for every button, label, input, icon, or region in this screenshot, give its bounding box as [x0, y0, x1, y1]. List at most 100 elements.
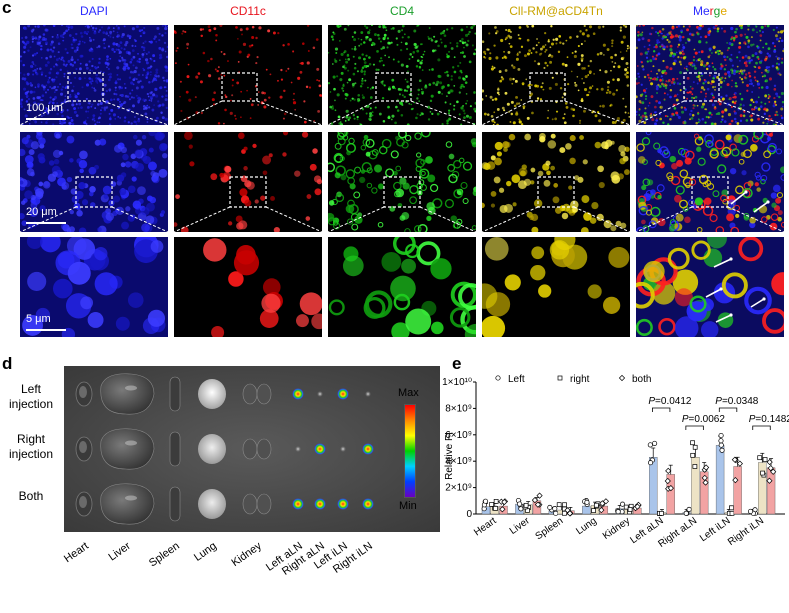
y-tick-label: 0	[466, 509, 472, 520]
row-label-left-injection-text: Left injection	[8, 382, 54, 411]
data-point-right	[690, 440, 695, 446]
data-point-right	[562, 502, 567, 508]
data-point-right	[489, 502, 495, 507]
data-point-both	[770, 468, 777, 475]
micrograph-dapi-zoom3	[20, 237, 168, 337]
colorbar-max-label: Max	[398, 387, 419, 399]
data-point-both	[501, 498, 508, 506]
data-point-both	[766, 477, 773, 484]
merge-part-4: e	[720, 4, 728, 18]
micrograph-cd11c-zoom1	[174, 25, 322, 125]
data-point-both	[732, 477, 739, 484]
bar-left-left-aln	[649, 457, 658, 515]
data-point-right	[729, 510, 735, 516]
bar-both-left-iln	[733, 466, 742, 515]
x-tick-label: Liver	[508, 515, 533, 537]
row-label-both-text: Both	[18, 489, 44, 503]
data-point-right	[623, 504, 629, 510]
data-point-both	[701, 474, 708, 482]
data-point-right	[556, 502, 562, 508]
legend-label-both: both	[632, 374, 651, 385]
legend-label-right: right	[570, 374, 590, 385]
data-point-left	[683, 510, 689, 516]
legend-label-left: Left	[508, 374, 525, 385]
colorbar-min-label: Min	[399, 500, 417, 512]
row-label-left-injection: Left injection	[0, 382, 62, 412]
scale-label-20um: 20 μm	[26, 206, 57, 218]
micrograph-cd4-zoom2	[328, 132, 476, 232]
data-point-left	[619, 501, 626, 507]
data-point-left	[652, 440, 658, 446]
data-point-both	[664, 477, 671, 485]
data-point-right	[493, 506, 498, 511]
x-tick-label: Kidney	[601, 515, 632, 542]
data-point-right	[729, 505, 734, 511]
data-point-right	[692, 464, 698, 469]
bar-left-lung	[582, 505, 591, 515]
col-title-cd4: CD4	[389, 4, 414, 18]
x-tick-label: Heart	[472, 515, 499, 538]
bar-chart: 0 2×10⁹ 4×10⁹ 6×10⁹ 8×10⁹ 1×10¹⁰ Relative FI He…	[440, 368, 789, 580]
data-point-right	[760, 470, 765, 476]
data-point-both	[736, 460, 743, 467]
micrograph-merge-zoom3	[636, 237, 784, 337]
data-point-both	[598, 506, 605, 514]
bar-left-left-iln	[715, 445, 725, 515]
data-point-both	[702, 479, 709, 486]
data-point-left	[547, 504, 553, 510]
data-point-right	[627, 507, 633, 512]
data-point-both	[767, 465, 774, 472]
data-point-left	[686, 506, 692, 512]
data-point-right	[591, 508, 596, 513]
p-value-annotation: P=0.1482	[749, 414, 789, 425]
data-point-right	[562, 510, 567, 516]
y-tick-label: 2×10⁹	[445, 483, 472, 494]
ivis-image	[64, 366, 440, 532]
significance-bracket	[752, 425, 771, 430]
p-value-annotation: P=0.0348	[715, 396, 759, 407]
x-tick-label: Right iLN	[726, 515, 766, 548]
micrograph-cd11c-zoom2	[174, 132, 322, 232]
micrograph-merge-zoom1	[636, 25, 784, 125]
col-title-cllrm: Cll-RM@aCD4Tn	[509, 4, 603, 18]
significance-bracket	[685, 425, 704, 430]
p-value-prefix: P	[682, 414, 689, 425]
micrograph-merge-zoom2	[636, 132, 784, 232]
data-point-left	[553, 510, 559, 516]
y-axis-label: Relative FI	[444, 432, 455, 480]
micrograph-cd4-zoom1	[328, 25, 476, 125]
data-point-left	[718, 442, 724, 448]
data-point-left	[647, 442, 653, 448]
data-point-left	[517, 501, 523, 507]
p-value-text: =0.0348	[722, 396, 759, 407]
y-tick-label: 1×10¹⁰	[442, 377, 472, 388]
merge-part-3: g	[713, 4, 721, 18]
col-title-dapi: DAPI	[79, 4, 108, 18]
merge-part-2: r	[709, 4, 714, 18]
row-label-right-injection-text: Right injection	[8, 432, 54, 461]
data-point-right	[692, 444, 698, 450]
data-point-left	[482, 498, 489, 504]
micrograph-cllrm-zoom2	[482, 132, 630, 232]
p-value-annotation: P=0.0412	[648, 396, 692, 407]
data-point-both	[731, 456, 738, 463]
data-point-both	[703, 464, 710, 471]
legend-marker-both	[618, 374, 626, 382]
p-value-prefix: P	[648, 396, 655, 407]
p-value-text: =0.0412	[655, 396, 692, 407]
data-point-left	[647, 460, 654, 466]
data-point-both	[566, 510, 574, 517]
scale-label-100um: 100 μm	[26, 102, 63, 114]
merge-part-1: Me	[692, 4, 710, 18]
panel-d-label: d	[2, 354, 13, 373]
p-value-prefix: P	[749, 414, 756, 425]
legend-marker-right	[557, 375, 563, 381]
scale-bar-5um	[26, 329, 66, 331]
data-point-both	[499, 506, 506, 513]
p-value-annotation: P=0.0062	[682, 414, 726, 425]
data-point-left	[584, 499, 590, 505]
data-point-right	[690, 452, 696, 458]
y-tick-label: 8×10⁹	[445, 403, 472, 414]
significance-bracket	[718, 407, 738, 412]
data-point-left	[747, 508, 754, 514]
